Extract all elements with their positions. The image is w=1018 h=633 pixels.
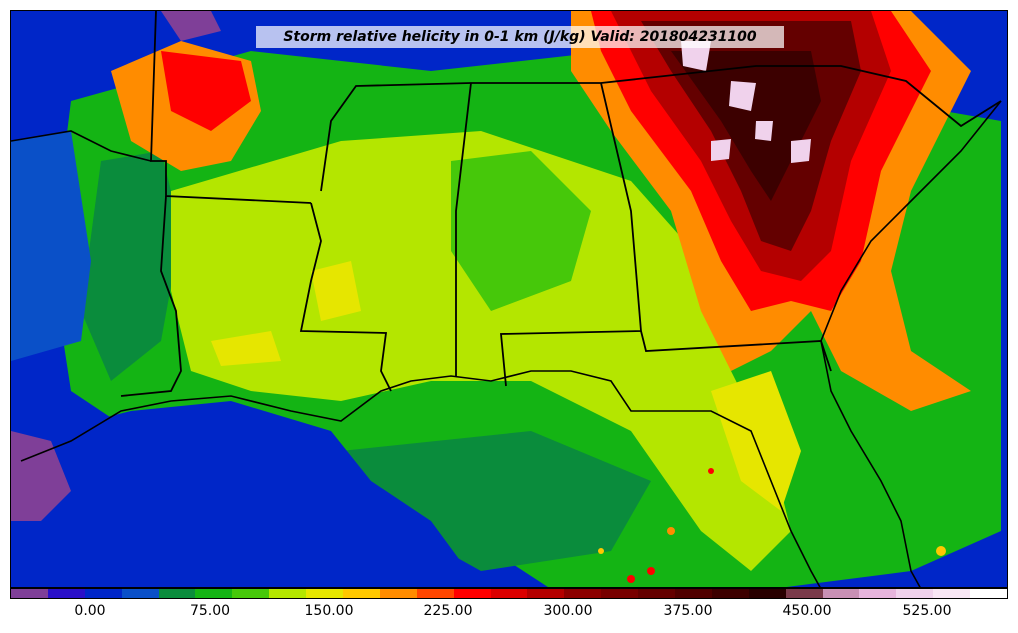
field-yellowgreen: [171, 131, 791, 571]
coastline: [11, 130, 821, 587]
colorbar-tick-label: 150.00: [304, 603, 354, 619]
colorbar-segment: [232, 589, 270, 598]
colorbar-tick-label: 75.00: [189, 603, 231, 619]
colorbar-segment: [822, 589, 860, 598]
colorbar-segment: [527, 589, 565, 598]
colorbar-segment: [195, 589, 233, 598]
field-light-green: [451, 151, 591, 311]
colorbar-segment: [859, 589, 897, 598]
field-dark-green: [81, 151, 181, 381]
map-panel: Storm relative helicity in 0-1 km (J/kg)…: [10, 10, 1008, 588]
colorbar-tick-label: 225.00: [423, 603, 473, 619]
colorbar-segment: [601, 589, 639, 598]
colorbar-segment: [711, 589, 749, 598]
colorbar-segment: [933, 589, 971, 598]
colorbar-segment: [970, 589, 1008, 598]
colorbar-tick-label: 525.00: [902, 603, 952, 619]
colorbar-segment: [453, 589, 491, 598]
helicity-map: [11, 11, 1007, 587]
colorbar-segment: [47, 589, 85, 598]
colorbar-segment: [785, 589, 823, 598]
field-west-blue: [11, 131, 91, 361]
map-title: Storm relative helicity in 0-1 km (J/kg)…: [256, 26, 784, 48]
colorbar-segment: [11, 589, 48, 598]
state-boundaries: [120, 11, 1002, 397]
colorbar-segment: [490, 589, 528, 598]
storm-cells: [598, 468, 946, 583]
colorbar-segment: [638, 589, 676, 598]
colorbar-ticks: 0.00 75.00 150.00 225.00 300.00 375.00 450.00 5…: [10, 600, 1008, 630]
colorbar-segment: [416, 589, 454, 598]
colorbar-segment: [896, 589, 934, 598]
colorbar-segment: [675, 589, 712, 598]
colorbar-tick-label: 300.00: [543, 603, 593, 619]
colorbar-tick-label: 0.00: [74, 603, 106, 619]
colorbar-segment: [564, 589, 602, 598]
field-ne-pink: [681, 41, 811, 163]
colorbar-tick-label: 375.00: [663, 603, 713, 619]
field-gulf-blue: [11, 401, 480, 587]
field-nw-red: [161, 51, 251, 131]
field-gulf-purple: [11, 431, 71, 521]
colorbar-segment: [121, 589, 159, 598]
colorbar-segment: [379, 589, 417, 598]
field-nw-purple: [161, 11, 221, 41]
colorbar-segment: [306, 589, 344, 598]
colorbar-segment: [343, 589, 380, 598]
colorbar-segment: [158, 589, 196, 598]
coastline-east: [820, 100, 1002, 587]
colorbar-segment: [269, 589, 307, 598]
field-ne-deep: [671, 51, 821, 201]
colorbar-segment: [84, 589, 122, 598]
colorbar-tick-label: 450.00: [782, 603, 832, 619]
colorbar: [10, 588, 1008, 599]
colorbar-segment: [748, 589, 786, 598]
